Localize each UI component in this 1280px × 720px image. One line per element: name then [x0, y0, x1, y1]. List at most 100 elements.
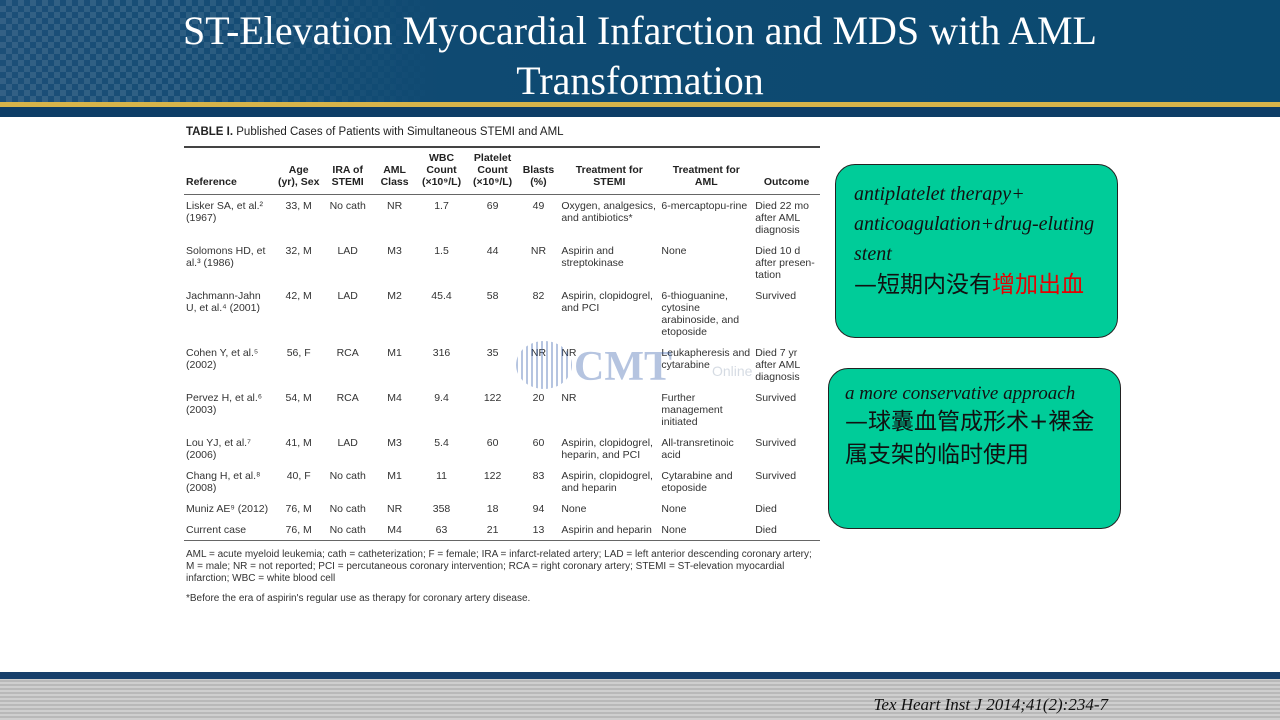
table-row: Pervez H, et al.⁶ (2003) 54, M RCA M4 9.4 122…	[184, 387, 820, 432]
col-header: Treatment for AML	[672, 164, 740, 188]
table-row: Jachmann-Jahn U, et al.⁴ (2001) 42, M LAD M…	[184, 285, 820, 342]
table-cell: 5.4	[434, 437, 449, 449]
table-cell: LAD	[337, 245, 358, 257]
table-cell: NR	[518, 342, 560, 387]
table-cell: 32, M	[285, 245, 312, 257]
table-cell: Died	[755, 524, 777, 536]
table-cell: No cath	[329, 470, 366, 482]
table-cell: None	[661, 524, 687, 536]
table-cell: 58	[486, 290, 499, 302]
table-row: Lisker SA, et al.² (1967) 33, M No cath NR 1…	[184, 195, 820, 241]
header-band	[0, 0, 1280, 102]
table-cell: Survived	[755, 290, 797, 302]
table-cell: 41, M	[285, 437, 312, 449]
table-cell: 42, M	[285, 290, 312, 302]
table-cell: 76, M	[285, 503, 312, 515]
callout1-chinese-prefix: —短期内没有	[854, 272, 992, 298]
table-cell: 1.5	[434, 245, 449, 257]
table-cell: RCA	[336, 347, 359, 359]
table-cell: 54, M	[285, 392, 312, 404]
table-footnote: AML = acute myeloid leukemia; cath = cat…	[186, 549, 812, 584]
table-cell: 316	[432, 347, 451, 359]
table-row: Lou YJ, et al.⁷ (2006) 41, M LAD M3 5.4 60 60 A…	[184, 432, 820, 465]
callout1-chinese-highlight: 增加出血	[992, 272, 1084, 298]
table-cell: 35	[486, 347, 499, 359]
table-cell: Pervez H, et al.⁶ (2003)	[186, 392, 263, 416]
table-cell: Died 22 mo after AML diagnosis	[755, 200, 809, 236]
table-cell: No cath	[329, 524, 366, 536]
table-cell: Survived	[755, 392, 797, 404]
table-cell: NR	[561, 347, 577, 359]
table-cell: LAD	[337, 437, 358, 449]
table-cell: 21	[486, 524, 499, 536]
table-cell: Jachmann-Jahn U, et al.⁴ (2001)	[186, 290, 261, 314]
table-cell: 45.4	[431, 290, 452, 302]
table-cell: M3	[387, 245, 402, 257]
col-header: IRA of STEMI	[331, 164, 364, 188]
table-cell: 20	[532, 392, 545, 404]
watermark-logo: CMT Online	[516, 341, 752, 390]
table-cell: NR	[387, 200, 403, 212]
table-cell: NR	[387, 503, 403, 515]
table-cell: Cytarabine and etoposide	[661, 470, 733, 494]
col-header: Outcome	[763, 176, 810, 188]
table-row: Chang H, et al.⁸ (2008) 40, F No cath M1 11 1…	[184, 465, 820, 498]
table-cell: Solomons HD, et al.³ (1986)	[186, 245, 266, 269]
col-header: Treatment for STEMI	[575, 164, 643, 188]
table-cell: No cath	[329, 200, 366, 212]
table-cell: No cath	[329, 503, 366, 515]
callout-box-antiplatelet: antiplatelet therapy+ anticoagulation+dr…	[835, 164, 1118, 338]
table-cell: All-transretinoic acid	[661, 437, 734, 461]
callout-box-conservative: a more conservative approach —球囊血管成形术+裸金…	[828, 368, 1121, 529]
header-pattern	[0, 0, 440, 102]
table-footnote-star: *Before the era of aspirin's regular use…	[186, 593, 531, 604]
col-header: AML Class	[380, 164, 409, 188]
table-cell: LAD	[337, 290, 358, 302]
table-cell: 9.4	[434, 392, 449, 404]
table-cell: Chang H, et al.⁸ (2008)	[186, 470, 261, 494]
table-cell: 33, M	[285, 200, 312, 212]
footer-rule	[0, 672, 1280, 679]
table-cell: M4	[387, 392, 402, 404]
table-row: Current case 76, M No cath M4 63 21 13 Aspirin …	[184, 519, 820, 541]
table-cell: 60	[486, 437, 499, 449]
table-cell: 76, M	[285, 524, 312, 536]
table-cell: 63	[435, 524, 448, 536]
table-cell: 82	[532, 290, 545, 302]
table-cell: 40, F	[286, 470, 311, 482]
table-label: TABLE I.	[186, 126, 234, 138]
col-header: Reference	[186, 176, 237, 188]
col-header: Age (yr), Sex	[277, 164, 320, 188]
col-header: WBC Count (×10⁹/L)	[421, 152, 462, 188]
callout2-chinese: —球囊血管成形术+裸金属支架的临时使用	[845, 409, 1095, 468]
table-cell: M4	[387, 524, 402, 536]
table-cell: 13	[532, 524, 545, 536]
table-cell: M1	[387, 347, 402, 359]
table-cell: 56, F	[286, 347, 311, 359]
table-cell: 11	[436, 470, 447, 482]
table-cell: Current case	[186, 524, 247, 536]
table-cell: Died 10 d after presen-tation	[755, 245, 815, 281]
table-cell: Muniz AE⁹ (2012)	[186, 503, 269, 515]
header-gold-line	[0, 102, 1280, 107]
globe-icon	[516, 341, 572, 389]
table-cell: Died 7 yr after AML diagnosis	[755, 347, 800, 383]
table-cell: 94	[532, 503, 545, 515]
table-cell: Lou YJ, et al.⁷ (2006)	[186, 437, 251, 461]
table-cell: Lisker SA, et al.² (1967)	[186, 200, 264, 224]
header-rule	[0, 107, 1280, 117]
callout1-chinese: —短期内没有增加出血	[854, 269, 1105, 302]
callout1-english: antiplatelet therapy+ anticoagulation+dr…	[854, 183, 1095, 265]
table-cell: NR	[561, 392, 577, 404]
table-cell: 122	[483, 470, 502, 482]
cases-table: Reference Age (yr), Sex IRA of STEMI AML…	[184, 146, 820, 541]
table-header-row: Reference Age (yr), Sex IRA of STEMI AML…	[184, 147, 820, 195]
table-cell: Leukapheresis and cytarabine	[661, 347, 751, 371]
table-cell: Died	[755, 503, 777, 515]
table-cell: 6-mercaptopu-rine	[661, 200, 748, 212]
table-cell: 44	[486, 245, 499, 257]
table-cell: 6-thioguanine, cytosine arabinoside, and…	[661, 290, 740, 338]
col-header: Platelet Count (×10⁹/L)	[473, 152, 513, 188]
table-caption: TABLE I. Published Cases of Patients wit…	[186, 126, 820, 138]
footer-band	[0, 679, 1280, 720]
